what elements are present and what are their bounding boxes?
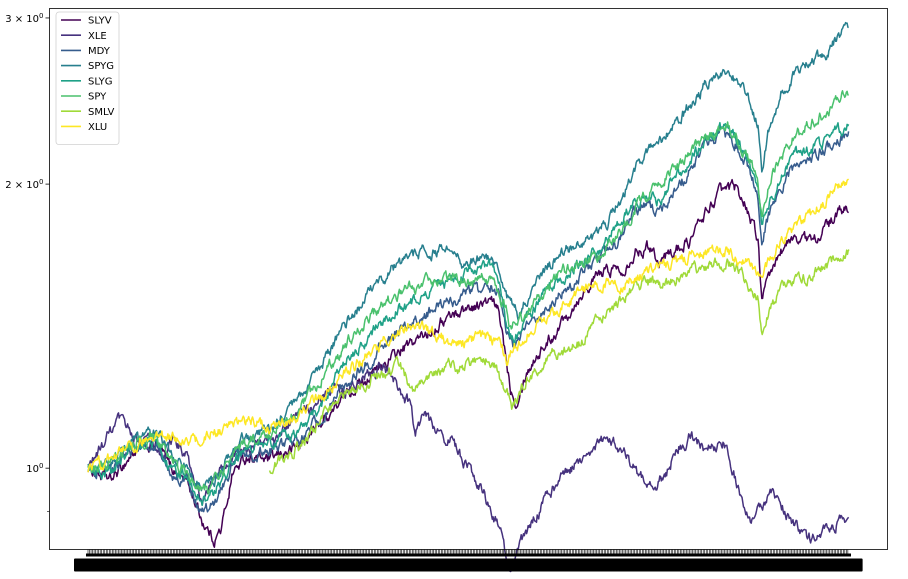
- legend-label: SLYG: [88, 76, 112, 87]
- legend[interactable]: SLYV XLE MDY SPYG SLYG SPY SMLV XLU: [55, 11, 120, 146]
- legend-item-spy[interactable]: SPY: [61, 92, 107, 103]
- series-line-spyg: [87, 21, 849, 492]
- y-tick-label: 100: [26, 462, 43, 475]
- legend-label: SLYV: [88, 16, 112, 27]
- plot-frame: [49, 8, 888, 550]
- series-line-xlu: [87, 178, 850, 473]
- legend-label: XLU: [88, 122, 107, 133]
- legend-label: XLE: [88, 31, 107, 42]
- legend-item-xlu[interactable]: XLU: [61, 122, 107, 133]
- series-line-smlv: [268, 249, 850, 475]
- y-axis: 100 2 × 100 3 × 100: [5, 12, 50, 512]
- legend-label: SPY: [88, 92, 107, 103]
- legend-item-xle[interactable]: XLE: [61, 31, 107, 42]
- series-line-slyv: [87, 178, 850, 548]
- x-tick-label: [834, 558, 863, 572]
- legend-item-smlv[interactable]: SMLV: [61, 107, 114, 118]
- legend-item-spyg[interactable]: SPYG: [61, 61, 114, 72]
- legend-item-slyg[interactable]: SLYG: [61, 76, 112, 87]
- x-axis: [74, 549, 863, 572]
- x-tick-band: [86, 553, 851, 557]
- legend-label: SMLV: [88, 107, 114, 118]
- legend-item-slyv[interactable]: SLYV: [61, 16, 112, 27]
- legend-label: MDY: [88, 46, 111, 57]
- series-line-spy: [87, 90, 849, 495]
- legend-label: SPYG: [88, 61, 114, 72]
- y-tick-label: 2 × 100: [5, 178, 43, 191]
- legend-item-mdy[interactable]: MDY: [61, 46, 111, 57]
- series-layer: [87, 21, 850, 573]
- y-tick-label: 3 × 100: [5, 12, 43, 25]
